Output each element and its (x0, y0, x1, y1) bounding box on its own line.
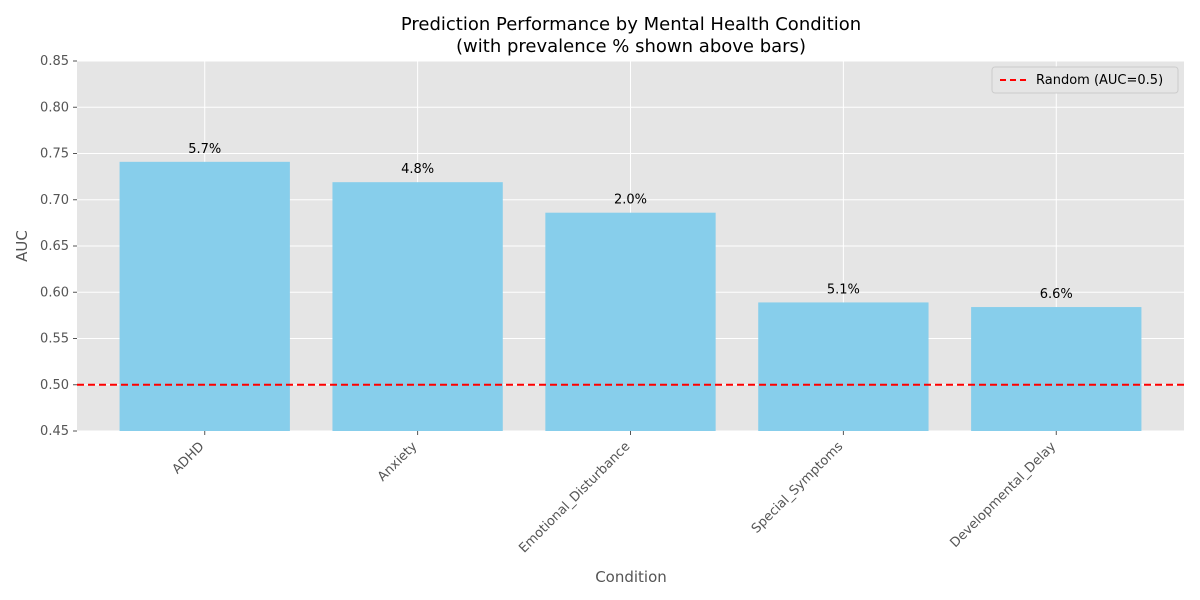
legend-label: Random (AUC=0.5) (1036, 73, 1163, 88)
y-tick-label: 0.50 (40, 378, 69, 393)
bar-value-label: 6.6% (1040, 287, 1073, 302)
bar-developmental-delay (971, 307, 1142, 431)
y-axis-ticks: 0.45 0.50 0.55 0.60 0.65 0.70 0.75 0.80 0.85 (40, 54, 77, 439)
bar-value-label: 5.1% (827, 282, 860, 297)
y-axis-label: AUC (13, 230, 31, 262)
y-tick-label: 0.60 (40, 285, 69, 300)
chart-subtitle: (with prevalence % shown above bars) (456, 36, 806, 57)
chart-title: Prediction Performance by Mental Health … (401, 14, 861, 35)
x-tick-label: Emotional_Disturbance (516, 439, 633, 556)
legend: Random (AUC=0.5) (991, 66, 1179, 94)
x-tick-label: Developmental_Delay (947, 439, 1059, 551)
y-tick-label: 0.85 (40, 54, 69, 69)
bar-adhd (119, 161, 290, 431)
bars (119, 161, 1142, 431)
legend-box (991, 66, 1179, 94)
bar-value-label: 4.8% (401, 162, 434, 177)
x-axis-ticks: ADHD Anxiety Emotional_Disturbance Special_… (170, 431, 1059, 556)
bar-value-label: 2.0% (614, 193, 647, 208)
x-tick-label: Anxiety (375, 439, 421, 485)
x-tick-label: Special_Symptoms (749, 439, 847, 537)
y-tick-label: 0.45 (40, 424, 69, 439)
y-tick-label: 0.80 (40, 100, 69, 115)
bar-value-label: 5.7% (188, 142, 221, 157)
y-tick-label: 0.55 (40, 332, 69, 347)
x-axis-label: Condition (595, 568, 667, 586)
bar-value-labels: 5.7% 4.8% 2.0% 5.1% 6.6% (188, 142, 1073, 302)
x-tick-label: ADHD (170, 439, 208, 477)
bar-emotional-disturbance (545, 212, 716, 431)
y-tick-label: 0.65 (40, 239, 69, 254)
bar-special-symptoms (758, 302, 929, 431)
y-tick-label: 0.75 (40, 147, 69, 162)
bar-anxiety (332, 182, 503, 431)
y-tick-label: 0.70 (40, 193, 69, 208)
